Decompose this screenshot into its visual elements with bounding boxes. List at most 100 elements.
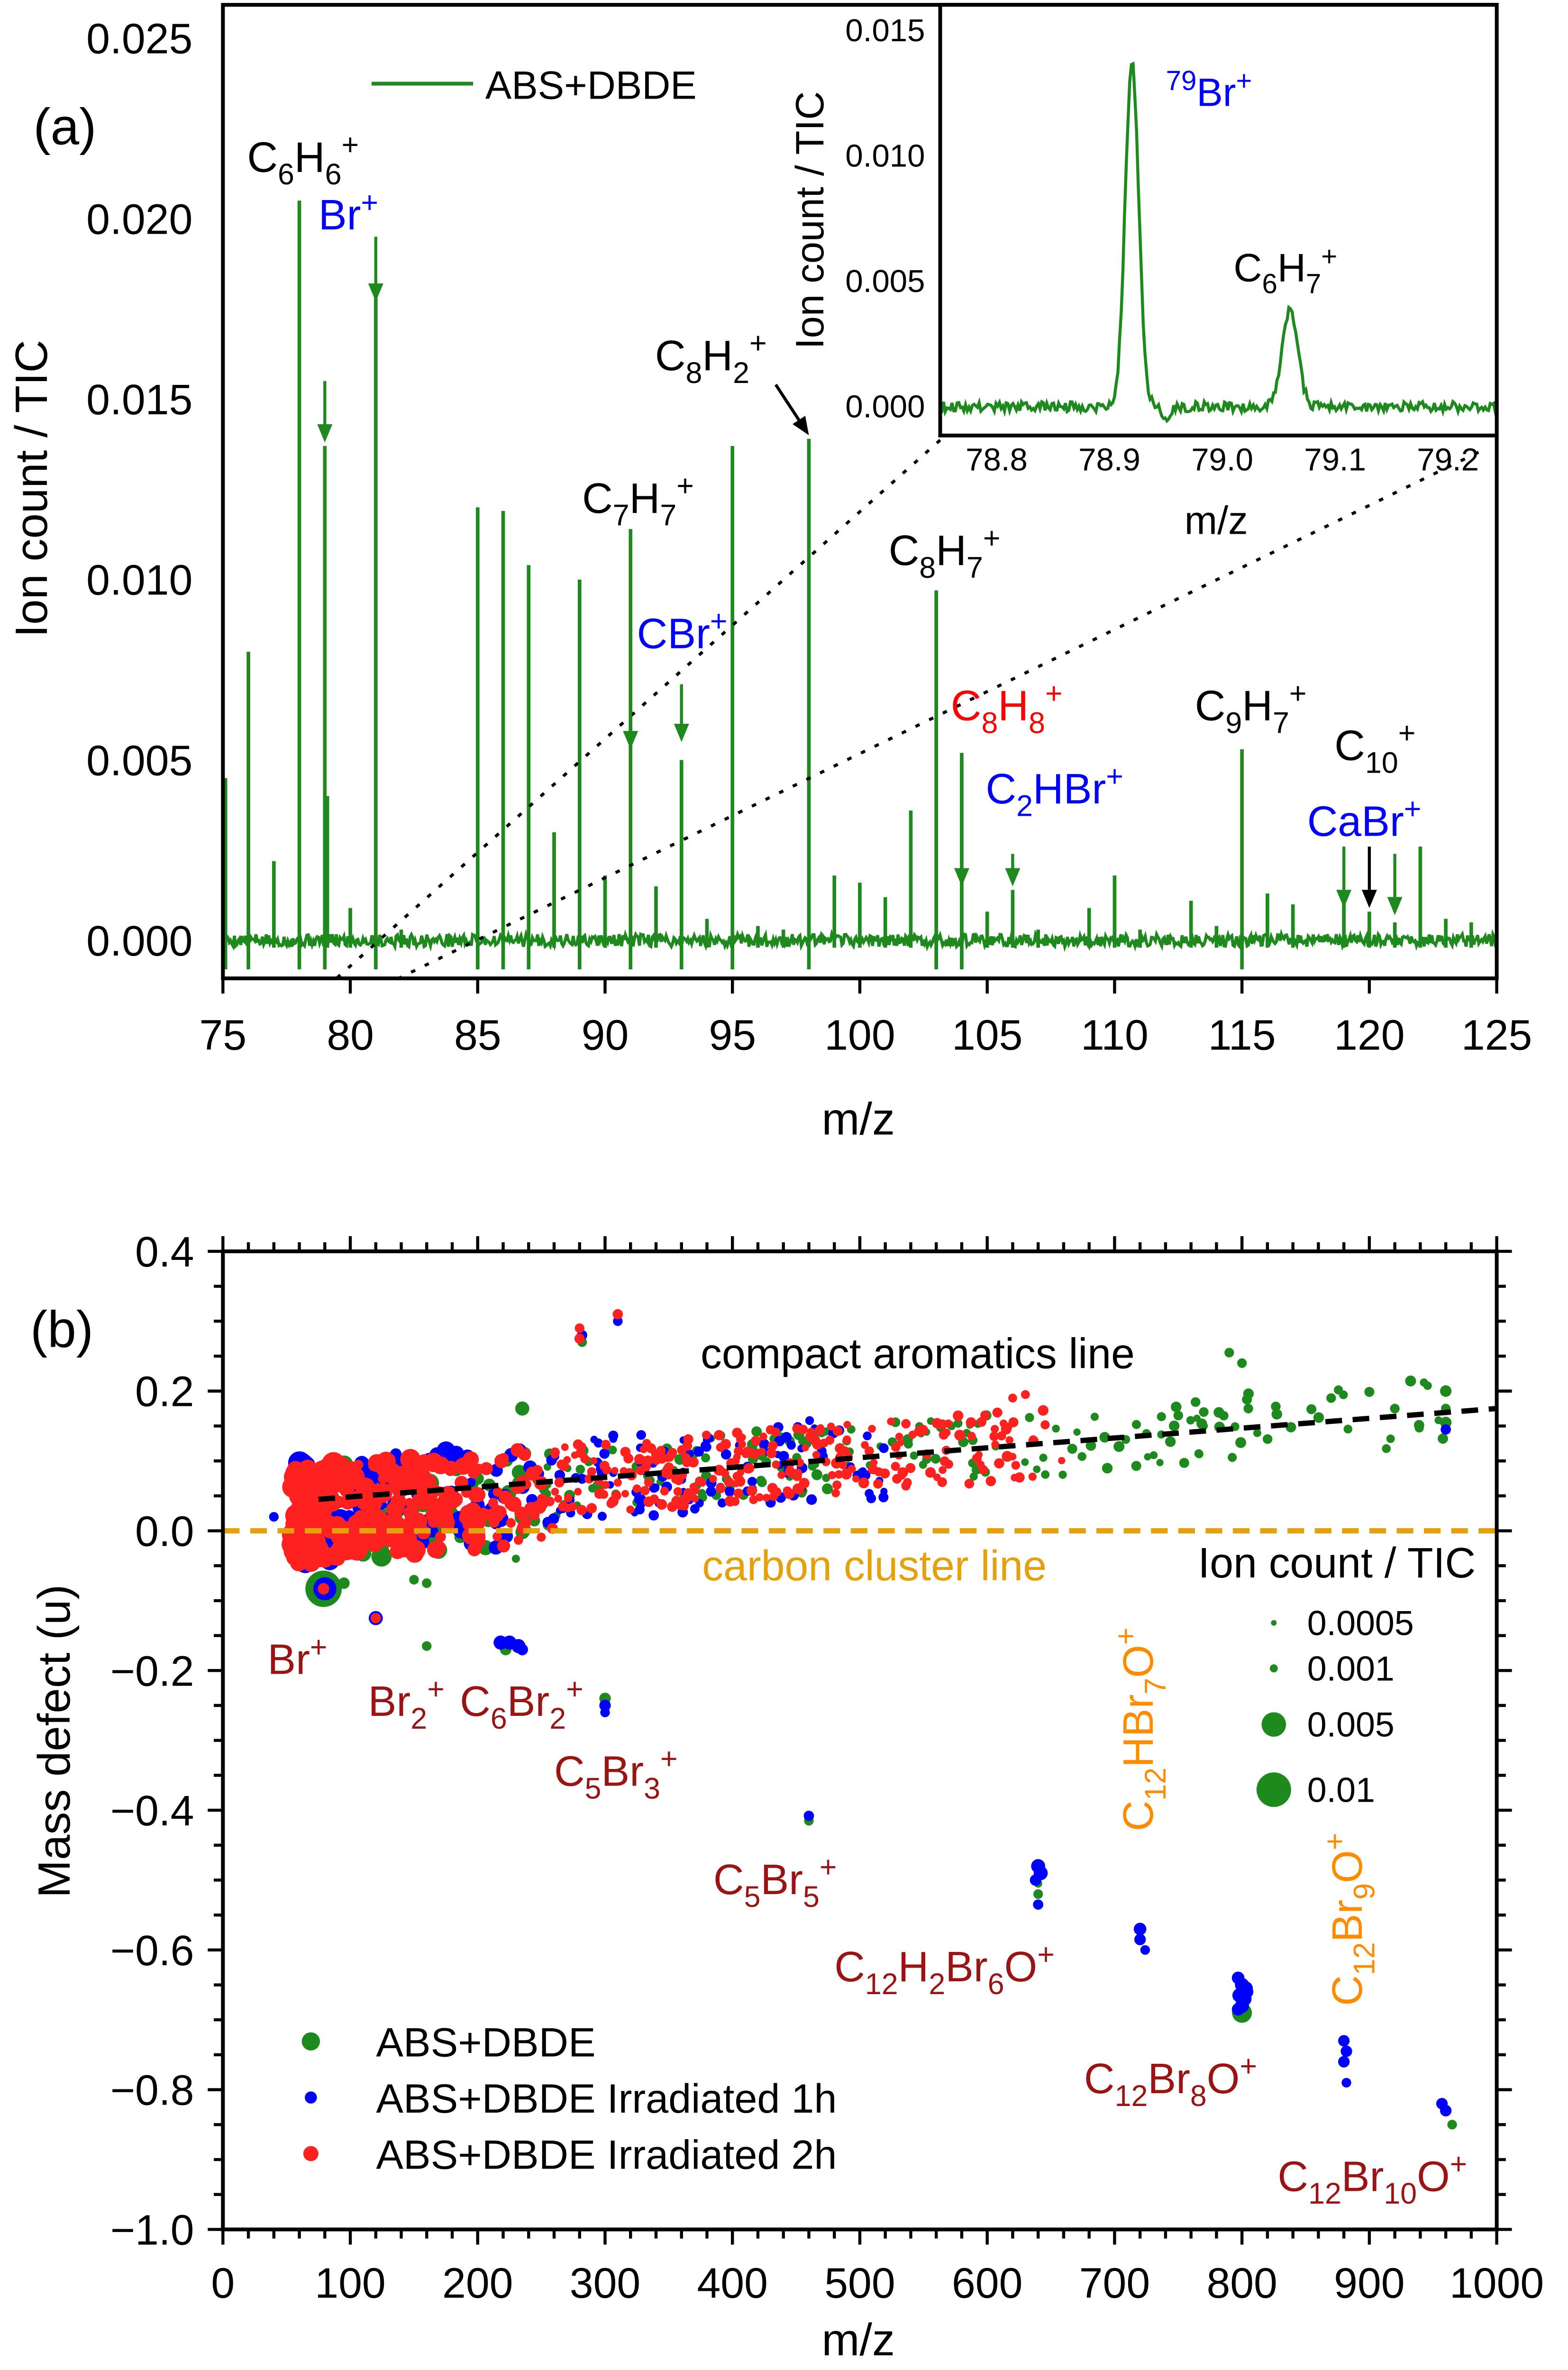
scatter-point	[802, 1444, 809, 1451]
x-tick-label: 100	[824, 1011, 895, 1058]
scatter-point	[772, 1460, 780, 1469]
scatter-point	[454, 1458, 472, 1475]
formula-part: C	[834, 1943, 865, 1990]
formula-part: 9	[1225, 707, 1242, 740]
x-tick-label: 75	[199, 1011, 246, 1058]
scatter-point	[1038, 1405, 1048, 1416]
scatter-point	[1313, 1412, 1324, 1423]
x-tick-label: 120	[1334, 1011, 1404, 1058]
formula-part: C	[1334, 721, 1365, 769]
arrow-head-icon	[1387, 897, 1403, 915]
formula-part: C	[655, 332, 686, 379]
scatter-point	[1405, 1375, 1416, 1387]
scatter-point	[1440, 2105, 1452, 2116]
series-legend-marker	[305, 2091, 317, 2104]
scatter-point	[840, 1468, 852, 1480]
scatter-point	[599, 1448, 610, 1459]
scatter-point	[634, 1454, 645, 1465]
scatter-point	[805, 1416, 814, 1425]
scatter-point	[942, 1428, 951, 1437]
y-tick-label: −0.8	[110, 2067, 194, 2114]
scatter-point	[989, 1431, 999, 1441]
formula-part: HBr	[1033, 765, 1106, 812]
scatter-point	[803, 1811, 814, 1821]
scatter-point	[1039, 1453, 1048, 1462]
scatter-point	[498, 1453, 509, 1464]
formula-part: C	[1277, 2152, 1308, 2200]
scatter-point	[720, 1468, 729, 1477]
scatter-point	[792, 1424, 802, 1433]
panel-a-y-axis-label: Ion count / TIC	[6, 340, 57, 638]
scatter-point	[412, 1490, 431, 1510]
scatter-point	[953, 1419, 963, 1428]
scatter-point	[378, 1473, 389, 1484]
formula-part: +	[1404, 792, 1422, 825]
formula-part: 12	[1348, 1942, 1381, 1975]
formula-part: C	[951, 682, 982, 729]
arrow-head-icon	[1005, 868, 1021, 886]
x-tick-label: 400	[697, 2259, 768, 2306]
scatter-point	[777, 1471, 785, 1479]
scatter-point	[396, 1474, 416, 1494]
scatter-point	[1090, 1413, 1099, 1421]
scatter-point	[573, 1439, 583, 1450]
scatter-point	[269, 1512, 279, 1522]
scatter-point	[766, 1425, 775, 1435]
scatter-point	[314, 1502, 332, 1520]
formula-part: 5	[744, 1880, 761, 1914]
formula-part: 12	[1115, 2079, 1148, 2113]
formula-part: 6	[278, 158, 294, 191]
formula-part: 3	[644, 1772, 660, 1805]
scatter-point	[467, 1466, 480, 1479]
scatter-point	[650, 1483, 660, 1493]
scatter-point	[1067, 1443, 1077, 1454]
peak-label: C8H8+	[951, 677, 1063, 740]
scatter-point	[832, 1480, 842, 1490]
size-legend-title: Ion count / TIC	[1198, 1539, 1476, 1586]
scatter-point	[611, 1490, 621, 1501]
scatter-point	[422, 1641, 432, 1651]
formula-part: O	[1004, 1943, 1038, 1990]
panel-a-x-axis-label: m/z	[821, 1094, 895, 1145]
scatter-point	[370, 1613, 381, 1623]
formula-part: Br	[267, 1636, 310, 1683]
scatter-point	[903, 1439, 913, 1449]
formula-part: H	[998, 682, 1029, 729]
formula-part: 2	[733, 356, 749, 390]
formula-part: 6	[325, 158, 342, 191]
scatter-point	[1011, 1474, 1019, 1482]
scatter-point	[878, 1492, 889, 1503]
scatter-point	[953, 1410, 964, 1421]
scatter-point	[689, 1483, 697, 1491]
peak-label: C8H7+	[889, 521, 1001, 584]
scatter-point	[706, 1486, 716, 1497]
formula-part: 5	[803, 1880, 820, 1914]
scatter-point	[468, 1487, 483, 1503]
x-tick-label: 800	[1206, 2259, 1277, 2306]
scatter-point	[985, 1476, 996, 1486]
scatter-point	[966, 1417, 976, 1428]
scatter-point	[843, 1421, 851, 1429]
scatter-point	[992, 1407, 1003, 1418]
scatter-point	[1224, 1348, 1234, 1358]
scatter-point	[1008, 1417, 1019, 1428]
inset-peak-label: 79Br+	[1166, 65, 1252, 114]
scatter-point	[511, 1443, 524, 1457]
scatter-point	[905, 1463, 916, 1473]
scatter-point	[1338, 2035, 1350, 2047]
scatter-point	[747, 1477, 757, 1486]
scatter-point	[749, 1495, 758, 1504]
inset-peak-label: C6H7+	[1233, 241, 1337, 299]
scatter-point	[621, 1490, 629, 1498]
scatter-point	[979, 1466, 988, 1475]
scatter-point	[646, 1443, 656, 1454]
scatter-point	[427, 1540, 445, 1559]
formula-part: +	[1236, 65, 1252, 96]
y-tick-label: −1.0	[110, 2206, 194, 2253]
scatter-point	[545, 1496, 555, 1506]
panel-a-spectrum: (a) m/z Ion count / TIC ABS+DBDE C6H6+Br…	[6, 3, 1532, 1145]
scatter-point	[814, 1425, 825, 1436]
formula-part: +	[361, 186, 378, 219]
cluster-label: C12H2Br6O+	[834, 1938, 1055, 2001]
scatter-point	[1228, 1453, 1237, 1462]
